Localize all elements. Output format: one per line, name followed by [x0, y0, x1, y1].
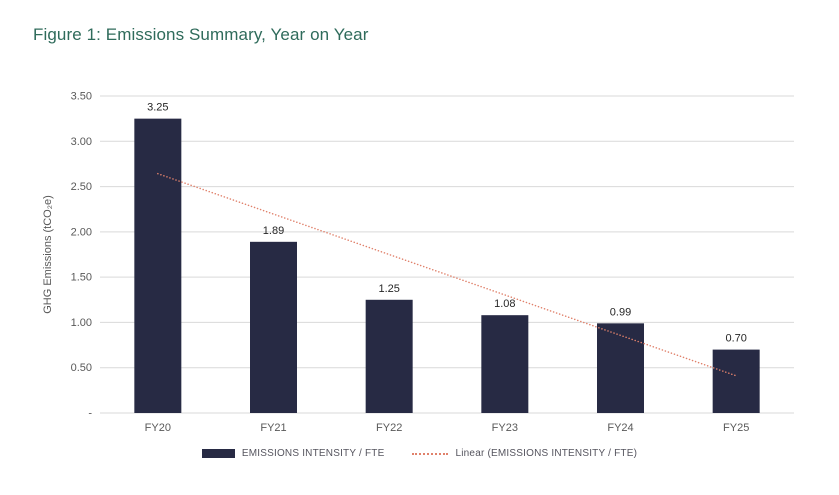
- x-tick-label-FY20: FY20: [145, 422, 171, 434]
- x-tick-label-FY23: FY23: [492, 422, 518, 434]
- legend-item-series: EMISSIONS INTENSITY / FTE: [201, 448, 385, 459]
- y-tick-label-2.00: 2.00: [71, 226, 92, 238]
- legend-trendline-swatch: [412, 452, 449, 455]
- y-tick-label-3.00: 3.00: [71, 136, 92, 148]
- bar-FY21: [250, 241, 297, 413]
- bar-FY23: [481, 315, 529, 413]
- data-label-FY24: 0.99: [610, 306, 631, 318]
- bar-FY20: [134, 118, 182, 414]
- data-label-FY23: 1.08: [494, 298, 515, 310]
- data-label-FY25: 0.70: [725, 333, 746, 345]
- figure-title: Figure 1: Emissions Summary, Year on Yea…: [33, 25, 369, 44]
- y-tick-label--: -: [88, 408, 92, 420]
- y-tick-label-2.50: 2.50: [71, 181, 92, 193]
- legend-series-label: EMISSIONS INTENSITY / FTE: [241, 448, 385, 459]
- legend-series-swatch: [201, 449, 235, 458]
- bar-FY22: [365, 299, 413, 413]
- y-tick-label-1.00: 1.00: [71, 317, 92, 329]
- y-tick-label-1.50: 1.50: [71, 272, 92, 284]
- chart-legend: EMISSIONS INTENSITY / FTE Linear (EMISSI…: [0, 448, 839, 459]
- bar-FY25: [712, 349, 760, 413]
- data-label-FY20: 3.25: [147, 102, 168, 114]
- x-tick-label-FY25: FY25: [723, 422, 749, 434]
- linear-trendline: [157, 172, 737, 377]
- legend-item-trendline: Linear (EMISSIONS INTENSITY / FTE): [412, 448, 637, 459]
- data-label-FY22: 1.25: [378, 283, 399, 295]
- emissions-chart-plot-area: 3.50 3.00 2.50 2.00 1.50 1.00 0.50 - GHG Emissio…: [42, 91, 794, 434]
- x-tick-label-FY22: FY22: [376, 422, 402, 434]
- y-tick-label-3.50: 3.50: [71, 91, 92, 103]
- data-label-FY21: 1.89: [263, 225, 284, 237]
- y-tick-label-0.50: 0.50: [71, 362, 92, 374]
- x-tick-label-FY24: FY24: [607, 422, 633, 434]
- legend-trendline-label: Linear (EMISSIONS INTENSITY / FTE): [455, 448, 638, 459]
- y-axis-title: GHG Emissions (tCO₂e): [42, 195, 54, 314]
- x-tick-label-FY21: FY21: [260, 422, 286, 434]
- bar-FY24: [597, 323, 644, 413]
